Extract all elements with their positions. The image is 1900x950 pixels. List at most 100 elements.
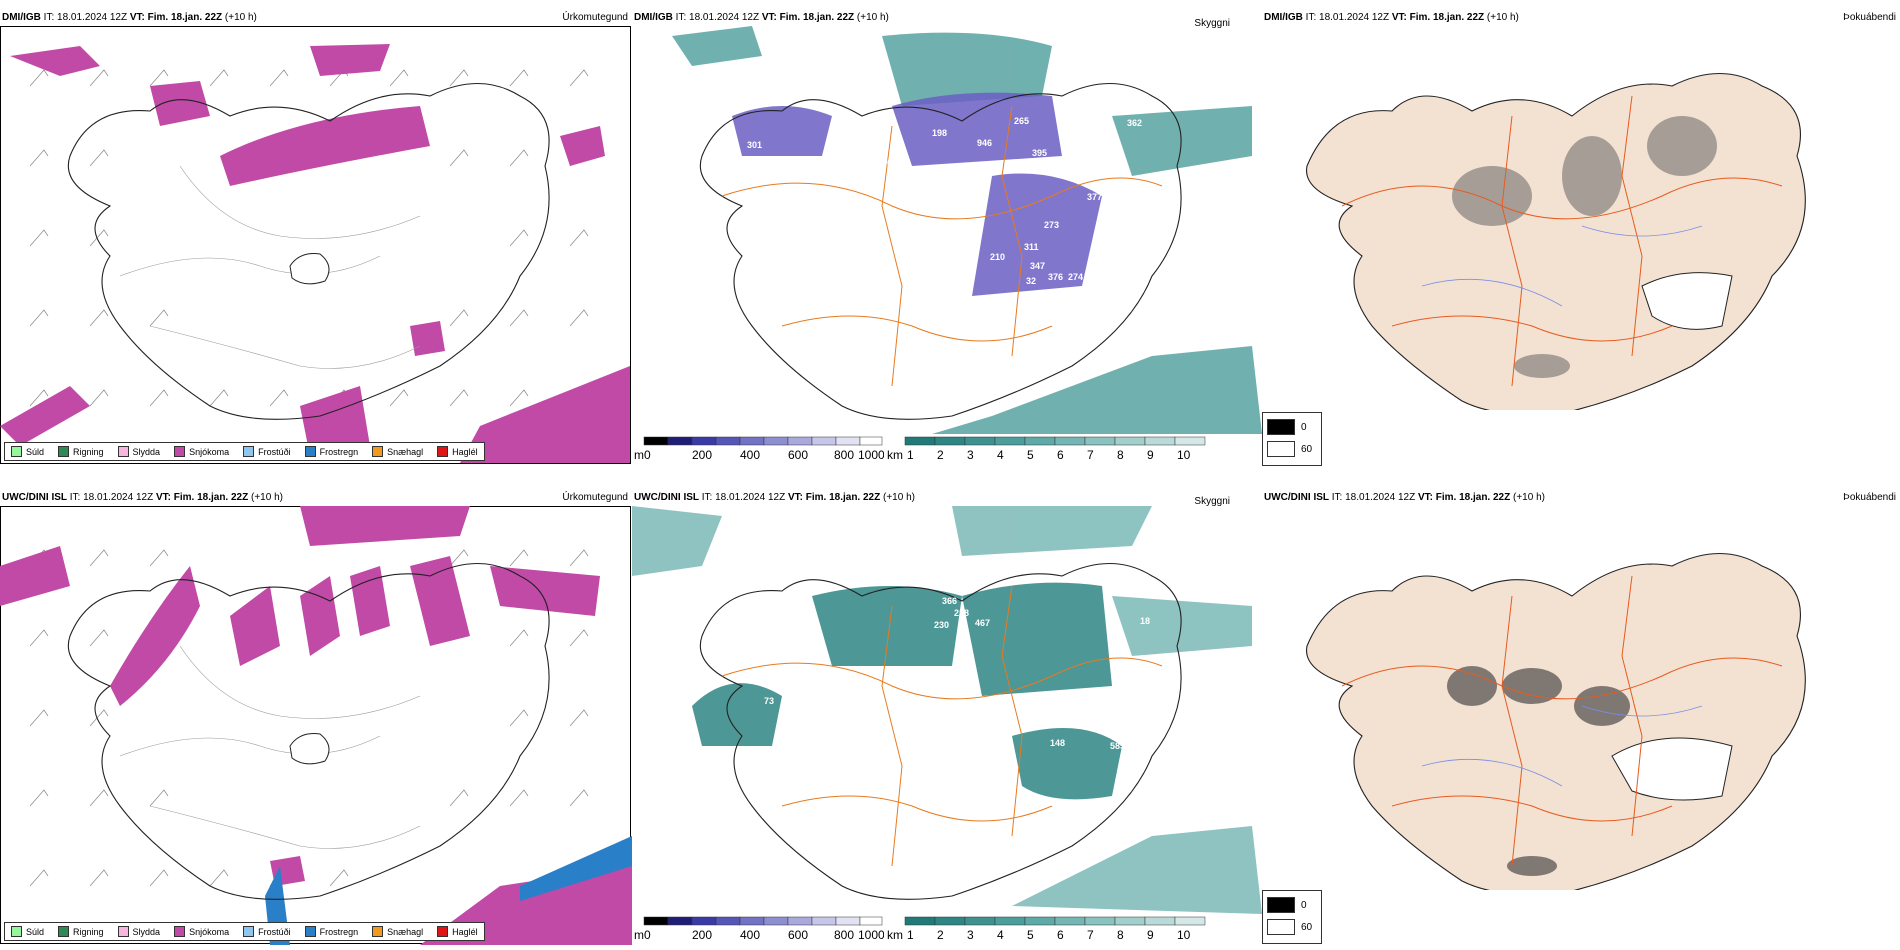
fog-map-top bbox=[1306, 72, 1806, 410]
svg-text:301: 301 bbox=[747, 140, 762, 150]
svg-text:0: 0 bbox=[644, 928, 651, 942]
fog-map-bottom bbox=[1306, 552, 1806, 890]
fog-scale-swatch bbox=[1267, 419, 1295, 435]
svg-text:60: 60 bbox=[1142, 232, 1152, 242]
svg-text:1: 1 bbox=[907, 928, 914, 942]
legend-item: Súld bbox=[11, 926, 44, 937]
cloud-base-colorbar-top: m 0 200 400 600 800 1000 bbox=[634, 435, 885, 463]
legend-item: Súld bbox=[11, 446, 44, 457]
svg-text:624: 624 bbox=[887, 158, 902, 168]
legend-item: Rigning bbox=[58, 446, 104, 457]
svg-text:230: 230 bbox=[934, 620, 949, 630]
svg-text:311: 311 bbox=[1024, 242, 1039, 252]
legend-item: Frostúði bbox=[243, 446, 291, 457]
svg-text:18: 18 bbox=[1140, 616, 1150, 626]
cloud-panel-top: DMI/IGB IT: 18.01.2024 12Z VT: Fim. 18.j… bbox=[632, 10, 1262, 465]
legend-item: Snæhagl bbox=[372, 446, 423, 457]
svg-text:4: 4 bbox=[997, 448, 1004, 462]
svg-text:800: 800 bbox=[834, 928, 854, 942]
legend-swatch bbox=[117, 446, 129, 457]
header-bottom: UWC/DINI ISL IT: 18.01.2024 12Z VT: Fim.… bbox=[2, 492, 283, 503]
precip-panel-bottom: UWC/DINI ISL IT: 18.01.2024 12Z VT: Fim.… bbox=[0, 490, 632, 945]
svg-text:3: 3 bbox=[967, 448, 974, 462]
precip-title-bottom: Úrkomutegund bbox=[562, 492, 628, 503]
legend-item: Frostregn bbox=[304, 446, 358, 457]
svg-text:2: 2 bbox=[937, 448, 944, 462]
legend-swatch bbox=[58, 446, 70, 457]
legend-item: Slydda bbox=[117, 446, 160, 457]
visibility-colorbar-top: km 1 2 3 4 5 6 7 8 9 10 bbox=[887, 435, 1207, 463]
legend-swatch bbox=[372, 446, 384, 457]
svg-text:10: 10 bbox=[1177, 448, 1191, 462]
fog-scale-bottom: 0 60 bbox=[1262, 890, 1324, 946]
precip-map-bottom bbox=[0, 506, 632, 945]
svg-text:247: 247 bbox=[1072, 90, 1087, 100]
legend-swatch bbox=[437, 926, 449, 937]
legend-swatch bbox=[117, 926, 129, 937]
svg-text:274: 274 bbox=[1068, 272, 1083, 282]
legend-item: Snjókoma bbox=[174, 446, 229, 457]
colorbar: m 0 200 400 600 800 1000 bbox=[634, 436, 885, 462]
svg-text:202: 202 bbox=[932, 390, 947, 400]
colorbar: km 1 2 3 4 5 6 7 8 9 10 bbox=[887, 916, 1206, 942]
fog-scale-swatch bbox=[1267, 919, 1295, 935]
svg-text:1: 1 bbox=[907, 448, 914, 462]
svg-text:145: 145 bbox=[1110, 272, 1125, 282]
svg-text:km: km bbox=[887, 928, 903, 942]
svg-text:218: 218 bbox=[954, 608, 969, 618]
cloud-base-colorbar-bottom: m 0 200 400 600 800 1000 bbox=[634, 915, 885, 943]
colorbar: km 1 2 3 4 5 6 7 8 9 10 bbox=[887, 436, 1206, 462]
svg-text:395: 395 bbox=[1032, 148, 1047, 158]
svg-text:200: 200 bbox=[692, 448, 712, 462]
fog-scale-box: 0 60 bbox=[1262, 412, 1322, 466]
legend-swatch bbox=[11, 926, 22, 937]
legend-item: Snæhagl bbox=[372, 926, 423, 937]
svg-text:384: 384 bbox=[742, 234, 757, 244]
svg-text:400: 400 bbox=[740, 448, 760, 462]
svg-text:222: 222 bbox=[1082, 154, 1097, 164]
legend-swatch bbox=[437, 446, 449, 457]
svg-text:2: 2 bbox=[937, 928, 944, 942]
header-top: DMI/IGB IT: 18.01.2024 12Z VT: Fim. 18.j… bbox=[2, 12, 257, 23]
cloud-panel-bottom: UWC/DINI ISL IT: 18.01.2024 12Z VT: Fim.… bbox=[632, 490, 1262, 945]
svg-text:340: 340 bbox=[1122, 208, 1137, 218]
svg-text:73: 73 bbox=[764, 696, 774, 706]
legend-swatch bbox=[304, 446, 316, 457]
svg-text:10: 10 bbox=[1177, 928, 1191, 942]
svg-text:7: 7 bbox=[1087, 448, 1094, 462]
svg-text:400: 400 bbox=[740, 928, 760, 942]
precip-panel-top: DMI/IGB IT: 18.01.2024 12Z VT: Fim. 18.j… bbox=[0, 10, 632, 465]
svg-text:377: 377 bbox=[1087, 192, 1102, 202]
fog-scale-swatch bbox=[1267, 897, 1295, 913]
svg-text:0: 0 bbox=[644, 448, 651, 462]
svg-text:m: m bbox=[634, 448, 644, 462]
legend-swatch bbox=[11, 446, 22, 457]
svg-text:600: 600 bbox=[788, 448, 808, 462]
svg-text:1000: 1000 bbox=[858, 448, 884, 462]
svg-text:km: km bbox=[887, 448, 903, 462]
svg-text:376: 376 bbox=[1048, 272, 1063, 282]
svg-text:3: 3 bbox=[967, 928, 974, 942]
legend-item: Rigning bbox=[58, 926, 104, 937]
precip-map-top bbox=[0, 26, 631, 464]
header-top-cloud: DMI/IGB IT: 18.01.2024 12Z VT: Fim. 18.j… bbox=[634, 12, 889, 23]
svg-text:800: 800 bbox=[834, 448, 854, 462]
precip-title-top: Úrkomutegund bbox=[562, 12, 628, 23]
svg-text:366: 366 bbox=[942, 596, 957, 606]
legend-swatch bbox=[304, 926, 316, 937]
svg-text:198: 198 bbox=[932, 128, 947, 138]
fog-scale-top: 0 60 bbox=[1262, 412, 1324, 468]
header-bottom-cloud: UWC/DINI ISL IT: 18.01.2024 12Z VT: Fim.… bbox=[634, 492, 915, 503]
fog-scale-swatch bbox=[1267, 441, 1295, 457]
svg-text:210: 210 bbox=[990, 252, 1005, 262]
svg-text:231: 231 bbox=[1102, 240, 1117, 250]
svg-text:302: 302 bbox=[802, 232, 817, 242]
svg-text:1000: 1000 bbox=[858, 928, 884, 942]
legend-item: Slydda bbox=[117, 926, 160, 937]
svg-text:109: 109 bbox=[904, 388, 919, 398]
legend-swatch bbox=[174, 926, 186, 937]
svg-text:362: 362 bbox=[1127, 118, 1142, 128]
header-top-fog: DMI/IGB IT: 18.01.2024 12Z VT: Fim. 18.j… bbox=[1264, 12, 1519, 23]
legend-swatch bbox=[58, 926, 70, 937]
svg-text:9: 9 bbox=[1147, 928, 1154, 942]
